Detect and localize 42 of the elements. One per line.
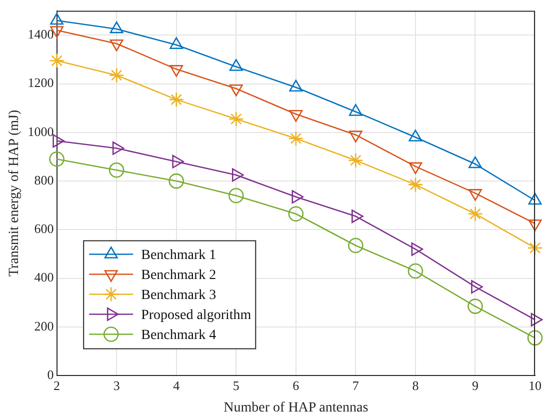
y-tick-label: 600 xyxy=(34,221,54,236)
point xyxy=(228,188,244,204)
legend-label: Benchmark 3 xyxy=(141,288,216,303)
x-tick-label: 2 xyxy=(54,378,60,393)
y-tick-label: 400 xyxy=(34,270,54,285)
point xyxy=(288,206,304,222)
x-tick-label: 9 xyxy=(472,378,478,393)
legend-label: Proposed algorithm xyxy=(141,308,252,323)
x-tick-label: 5 xyxy=(232,378,240,393)
x-tick-label: 7 xyxy=(352,378,360,393)
x-tick-label: 8 xyxy=(412,378,419,393)
point xyxy=(468,206,483,222)
point xyxy=(49,152,64,167)
y-tick-label: 1000 xyxy=(28,124,54,139)
point xyxy=(408,177,424,192)
point xyxy=(168,173,184,189)
point xyxy=(408,263,424,279)
point xyxy=(468,298,483,314)
point xyxy=(168,92,184,108)
legend-label: Benchmark 2 xyxy=(141,268,216,283)
point xyxy=(527,330,543,346)
point xyxy=(228,111,244,127)
x-tick-label: 3 xyxy=(113,378,120,393)
y-tick-label: 800 xyxy=(34,172,54,188)
point xyxy=(348,238,364,254)
point xyxy=(348,152,364,168)
x-tick-label: 10 xyxy=(528,378,542,393)
x-axis-title: Number of HAP antennas xyxy=(224,400,368,416)
y-tick-label: 200 xyxy=(34,318,54,334)
point xyxy=(108,68,124,83)
y-axis-title: Transmit energy of HAP (mJ) xyxy=(7,110,22,277)
y-tick-label: 1400 xyxy=(28,26,54,42)
x-tick-label: 6 xyxy=(292,378,300,393)
point xyxy=(49,53,64,68)
point xyxy=(288,130,304,146)
legend-label: Benchmark 1 xyxy=(141,248,216,263)
y-tick-label: 0 xyxy=(47,367,54,382)
legend-label: Benchmark 4 xyxy=(141,328,216,343)
point xyxy=(527,240,543,256)
x-tick-label: 4 xyxy=(173,378,180,393)
point xyxy=(108,162,124,178)
y-tick-label: 1200 xyxy=(28,75,54,90)
